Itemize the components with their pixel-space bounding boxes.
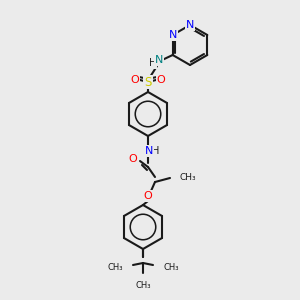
Text: O: O — [144, 191, 152, 201]
Text: N: N — [186, 20, 194, 30]
Text: N: N — [155, 55, 163, 65]
Text: H: H — [149, 58, 157, 68]
Text: N: N — [145, 146, 153, 156]
Text: CH₃: CH₃ — [179, 172, 196, 182]
Text: O: O — [157, 75, 165, 85]
Text: N: N — [169, 30, 177, 40]
Text: O: O — [130, 75, 140, 85]
Text: CH₃: CH₃ — [135, 281, 151, 290]
Text: S: S — [144, 76, 152, 88]
Text: CH₃: CH₃ — [163, 262, 178, 272]
Text: CH₃: CH₃ — [107, 262, 123, 272]
Text: H: H — [152, 146, 160, 156]
Text: O: O — [129, 154, 137, 164]
